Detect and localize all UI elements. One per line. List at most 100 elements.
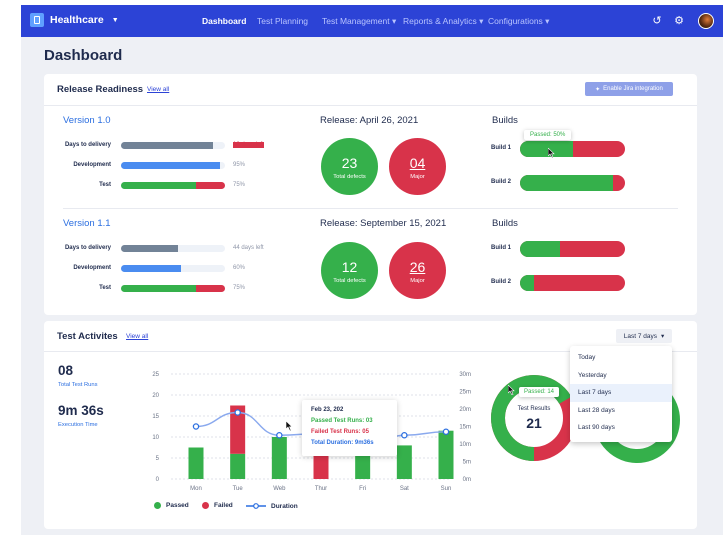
y-axis-tick-label: 25: [152, 372, 159, 378]
builds-title: Builds: [492, 218, 518, 229]
tooltip-passed: Passed Test Runs: 03: [311, 418, 373, 424]
range-option-today[interactable]: Today: [578, 354, 596, 361]
test-failed-fill: [195, 285, 225, 292]
y2-axis-tick-label: 0m: [463, 477, 471, 483]
y2-axis-tick-label: 5m: [463, 460, 471, 466]
app-frame: Healthcare ▼ Dashboard Test Planning Tes…: [21, 5, 723, 535]
y-axis-tick-label: 5: [156, 456, 160, 462]
x-axis-tick-label: Web: [273, 486, 286, 492]
date-range-value: Last 7 days: [623, 332, 657, 340]
execution-time-value: 9m 36s: [58, 403, 104, 418]
chevron-down-icon: ▾: [660, 333, 665, 340]
release-date-title: Release: September 15, 2021: [320, 218, 447, 229]
development-bar: [121, 162, 225, 169]
donut-tooltip: Passed: 14: [519, 387, 560, 397]
days-left-note: 44 days left: [233, 245, 264, 251]
build-1-passed-fill: [520, 241, 560, 257]
days-to-delivery-fill: [121, 245, 179, 252]
build-1-passed-fill: [520, 141, 573, 157]
x-axis-tick-label: Tue: [233, 486, 244, 492]
total-defects-value: 12: [341, 259, 358, 275]
version-1-0-title[interactable]: Version 1.0: [63, 115, 111, 126]
build-1-progress[interactable]: [520, 141, 625, 157]
test-label: Test: [99, 182, 111, 188]
test-bar: [121, 182, 225, 189]
legend-failed-label: Failed: [214, 502, 233, 509]
total-defects-value: 23: [341, 155, 358, 171]
enable-jira-integration-button[interactable]: ✦ Enable Jira integration: [585, 82, 673, 96]
duration-point: [234, 409, 241, 416]
builds-title: Builds: [492, 115, 518, 126]
major-defects-label: Major: [410, 174, 425, 180]
settings-gear-icon[interactable]: ⚙: [674, 15, 684, 27]
history-icon[interactable]: ↺: [652, 15, 662, 27]
y2-axis-tick-label: 20m: [459, 407, 471, 413]
development-percent: 60%: [233, 265, 246, 271]
release-date-title: Release: April 26, 2021: [320, 115, 419, 126]
range-option-last-90-days[interactable]: Last 90 days: [578, 424, 615, 431]
build-2-passed-fill: [520, 175, 614, 191]
brand-name: Healthcare: [50, 14, 104, 26]
x-axis-tick-label: Thur: [315, 486, 327, 492]
total-defects-circle[interactable]: 23 Total defects: [321, 138, 378, 195]
passed-bar: [438, 430, 454, 479]
x-axis-tick-label: Sun: [441, 486, 452, 492]
version-divider: [63, 208, 678, 209]
total-defects-circle[interactable]: 12 Total defects: [321, 242, 378, 299]
nav-reports-analytics[interactable]: Reports & Analytics ▾: [403, 16, 484, 26]
date-range-dropdown[interactable]: Last 7 days ▾: [616, 329, 672, 343]
test-activities-view-all-link[interactable]: View all: [126, 333, 149, 340]
nav-dashboard[interactable]: Dashboard: [202, 16, 247, 26]
brand-switcher[interactable]: Healthcare ▼: [30, 13, 119, 27]
user-avatar[interactable]: [698, 13, 714, 29]
development-label: Development: [73, 162, 111, 168]
duration-line-icon: [246, 503, 266, 509]
y2-axis-tick-label: 15m: [459, 425, 471, 431]
date-range-menu: Today Yesterday Last 7 days Last 28 days…: [570, 346, 672, 442]
tooltip-duration: Total Duration: 9m36s: [311, 440, 374, 446]
divider: [44, 105, 697, 106]
jira-icon: ✦: [595, 86, 601, 93]
duration-point: [276, 432, 283, 439]
nav-test-management[interactable]: Test Management ▾: [322, 16, 397, 26]
tooltip-date: Feb 23, 202: [311, 407, 344, 413]
days-to-delivery-label: Days to delivery: [64, 142, 111, 148]
y-axis-tick-label: 10: [152, 435, 159, 441]
days-left-note: 12 days left: [233, 142, 264, 148]
duration-point: [442, 428, 450, 436]
build-2-progress[interactable]: [520, 175, 625, 191]
y2-axis-tick-label: 25m: [459, 390, 471, 396]
major-defects-value: 04: [409, 155, 426, 171]
x-axis-tick-label: Fri: [359, 486, 366, 492]
page-title: Dashboard: [44, 47, 123, 64]
days-to-delivery-label: Days to delivery: [64, 245, 111, 251]
range-option-last-7-days[interactable]: Last 7 days: [570, 384, 672, 402]
range-option-last-28-days[interactable]: Last 28 days: [578, 406, 615, 414]
major-defects-circle[interactable]: 04 Major: [389, 138, 446, 195]
legend-failed: Failed: [202, 502, 233, 509]
passed-bar: [271, 437, 287, 479]
top-navigation-bar: Healthcare ▼ Dashboard Test Planning Tes…: [21, 5, 723, 37]
total-test-runs-label: Total Test Runs: [58, 382, 98, 388]
duration-point: [401, 432, 408, 439]
mouse-cursor-icon: [508, 385, 515, 395]
legend-passed: Passed: [154, 502, 189, 509]
execution-time-label: Execution Time: [58, 422, 98, 428]
build-2-progress[interactable]: [520, 275, 625, 291]
failed-bar: [230, 405, 246, 454]
version-1-1-title[interactable]: Version 1.1: [63, 218, 111, 229]
build-2-label: Build 2: [491, 279, 512, 285]
test-activities-title: Test Activites: [57, 331, 118, 342]
donut-label: Test Results: [517, 406, 551, 412]
major-defects-circle[interactable]: 26 Major: [389, 242, 446, 299]
release-readiness-view-all-link[interactable]: View all: [147, 86, 170, 93]
y-axis-tick-label: 0: [156, 477, 160, 483]
donut-value: 21: [526, 415, 542, 431]
build-1-progress[interactable]: [520, 241, 625, 257]
test-activity-chart: 0 5 10 15 20 25 0m 5m 10m 15m 20m 25m 30m Mon Tue Web Th…: [152, 372, 471, 492]
nav-test-planning[interactable]: Test Planning: [257, 16, 309, 26]
total-defects-label: Total defects: [333, 174, 366, 180]
range-option-yesterday[interactable]: Yesterday: [578, 371, 607, 379]
nav-configurations[interactable]: Configurations ▾: [488, 16, 550, 26]
build-passed-tooltip: Passed: 50%: [524, 130, 572, 140]
